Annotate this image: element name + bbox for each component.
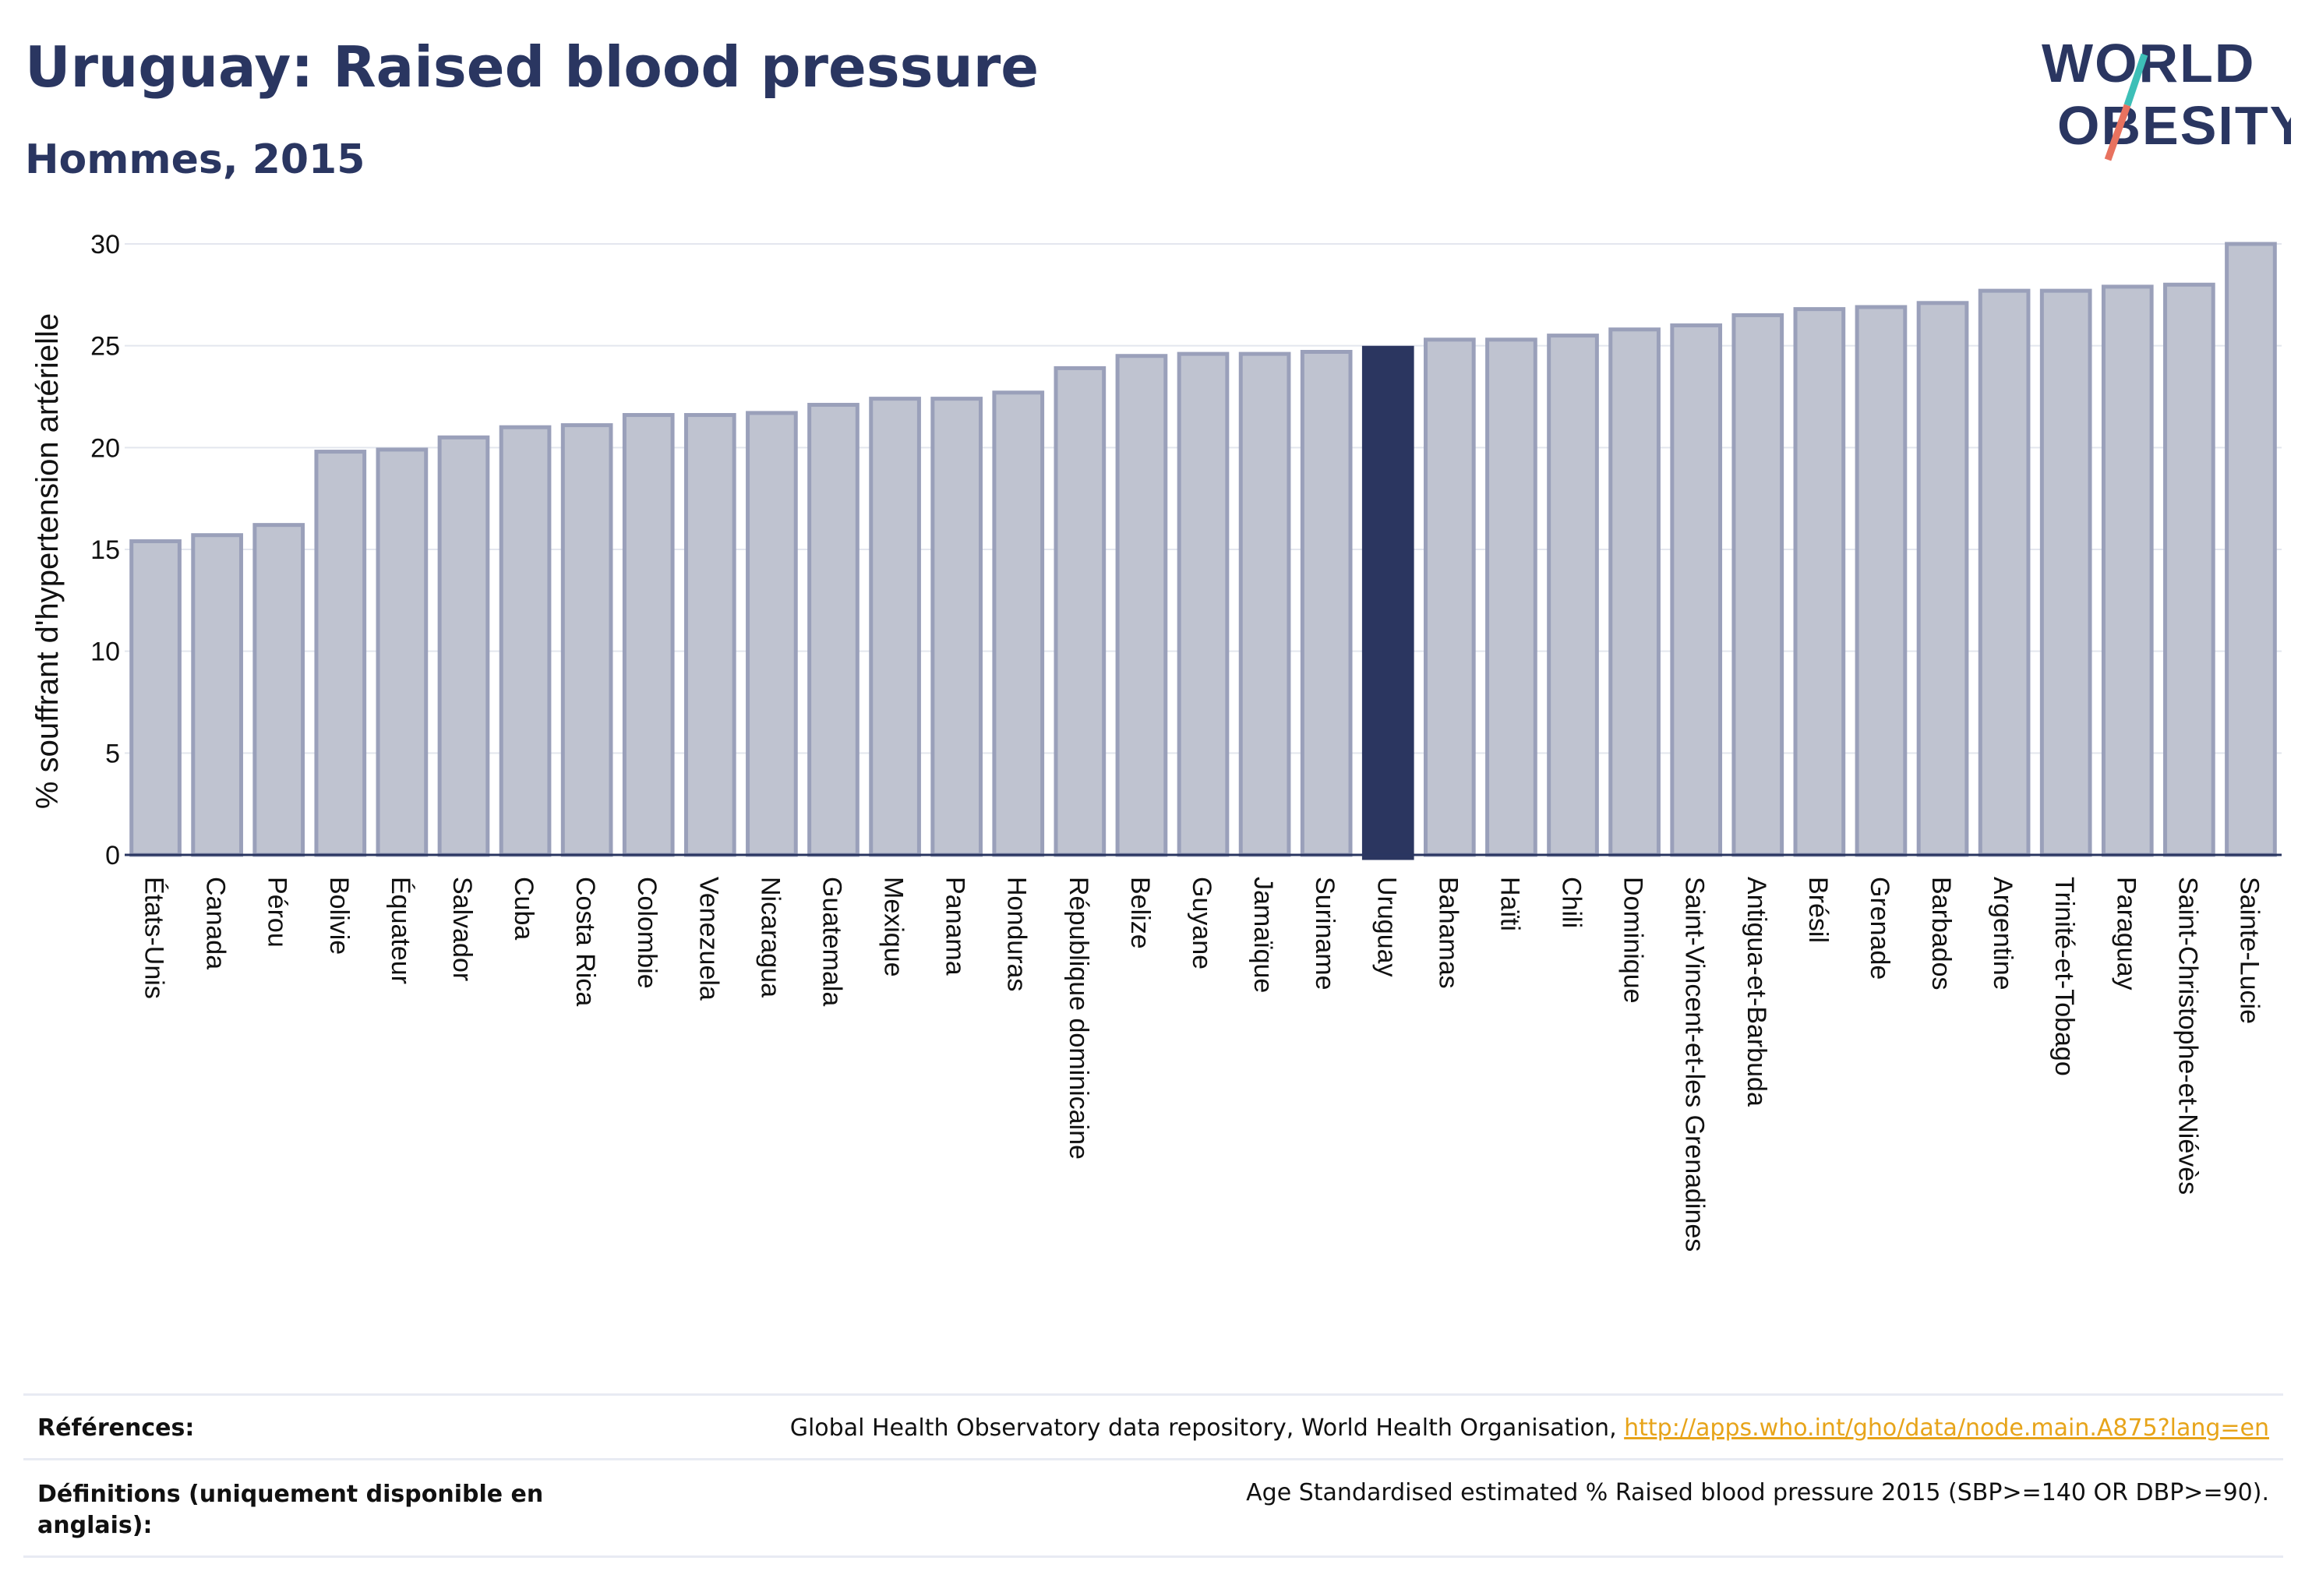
x-tick-label: Trinité-et-Tobago xyxy=(2049,877,2079,1076)
bar-Honduras xyxy=(992,390,1045,857)
y-tick-label: 20 xyxy=(90,433,120,463)
y-tick-label: 5 xyxy=(105,739,120,768)
references-link[interactable]: http://apps.who.int/gho/data/node.main.A… xyxy=(1624,1414,2269,1442)
y-tick-label: 0 xyxy=(105,841,120,870)
world-obesity-logo: WORLD OBESITY xyxy=(2042,33,2291,161)
x-tick-label: Dominique xyxy=(1618,877,1648,1004)
x-tick-label: Cuba xyxy=(509,877,538,940)
logo-line2: OBESITY xyxy=(2057,95,2291,156)
bar-Cuba xyxy=(499,425,552,857)
bar-chart: 0 5 10 15 20 25 30 États-Unis Canada Pérou Bolivi… xyxy=(30,230,2282,1252)
x-tick-label: Canada xyxy=(201,877,231,969)
x-tick-label: République dominicaine xyxy=(1064,877,1093,1160)
x-tick-label: États-Unis xyxy=(139,877,169,999)
x-tick-label: Honduras xyxy=(1002,877,1032,991)
x-tick-label: Barbados xyxy=(1926,877,1956,990)
bars xyxy=(129,242,2277,860)
bar-Belize xyxy=(1115,354,1168,857)
bar-Costa Rica xyxy=(560,423,613,857)
references-text: Global Health Observatory data repositor… xyxy=(789,1414,1625,1442)
bar-Haïti xyxy=(1485,337,1537,857)
bar-Panama xyxy=(930,397,983,857)
bar-Colombie xyxy=(622,413,675,857)
x-tick-label: Nicaragua xyxy=(755,877,785,998)
references-row: Références: Global Health Observatory da… xyxy=(23,1393,2283,1458)
x-tick-label: Jamaïque xyxy=(1248,877,1278,993)
bar-Venezuela xyxy=(683,413,736,857)
references-value: Global Health Observatory data repositor… xyxy=(790,1414,2269,1442)
x-tick-label: Argentine xyxy=(1988,877,2017,990)
x-tick-label: Guyane xyxy=(1187,877,1216,969)
y-tick-label: 10 xyxy=(90,637,120,667)
y-tick-label: 15 xyxy=(90,535,120,565)
y-axis-label: % souffrant d'hypertension artérielle xyxy=(30,313,65,809)
x-tick-label: Bahamas xyxy=(1433,877,1463,989)
x-tick-label: Bolivie xyxy=(324,877,354,955)
definitions-row: Définitions (uniquement disponible en an… xyxy=(23,1458,2283,1558)
bar-Guyane xyxy=(1177,351,1230,857)
x-tick-label: Brésil xyxy=(1803,877,1833,943)
y-tick-label: 30 xyxy=(90,230,120,260)
bar-Guatemala xyxy=(807,402,860,857)
bar-Canada xyxy=(191,533,243,857)
bar-Mexique xyxy=(869,397,921,857)
x-tick-label: Équateur xyxy=(386,877,415,984)
x-tick-label: Paraguay xyxy=(2111,877,2141,990)
x-tick-label: Guatemala xyxy=(817,877,846,1006)
definitions-label: Définitions (uniquement disponible en an… xyxy=(37,1481,544,1539)
references-table: Références: Global Health Observatory da… xyxy=(23,1393,2283,1558)
bar-Dominique xyxy=(1608,327,1661,857)
bar-Bahamas xyxy=(1423,337,1476,857)
x-tick-label: Saint-Christophe-et-Niévès xyxy=(2173,877,2202,1195)
y-tick-label: 25 xyxy=(90,332,120,362)
bar-Pérou xyxy=(252,523,305,857)
x-tick-label: Mexique xyxy=(879,877,909,977)
bar-Argentine xyxy=(1978,288,2031,857)
bar-États-Unis xyxy=(129,539,182,857)
x-tick-label: Salvador xyxy=(447,877,477,981)
chart-title: Uruguay: Raised blood pressure xyxy=(25,34,1040,100)
bar-Grenade xyxy=(1855,305,1908,857)
bar-Salvador xyxy=(437,435,490,857)
bar-Jamaïque xyxy=(1238,351,1291,857)
bar-Saint-Christophe-et-Niévès xyxy=(2163,282,2215,857)
x-tick-label: Colombie xyxy=(632,877,662,989)
bar-Chili xyxy=(1547,334,1599,857)
x-tick-label: Sainte-Lucie xyxy=(2234,877,2264,1024)
x-tick-label: Pérou xyxy=(263,877,292,948)
y-tick-labels: 0 5 10 15 20 25 30 xyxy=(90,230,120,870)
x-tick-label: Belize xyxy=(1125,877,1155,949)
bar-Antigua-et-Barbuda xyxy=(1731,312,1784,857)
bar-Paraguay xyxy=(2101,284,2154,857)
x-tick-label: Venezuela xyxy=(694,877,723,1001)
bar-Bolivie xyxy=(314,450,367,857)
x-tick-label: Saint-Vincent-et-les Grenadines xyxy=(1680,877,1710,1252)
x-tick-label: Costa Rica xyxy=(570,877,600,1006)
bar-Brésil xyxy=(1793,307,1846,857)
chart-subtitle: Hommes, 2015 xyxy=(25,136,365,183)
bar-Trinité-et-Tobago xyxy=(2039,288,2092,857)
x-tick-label: Haïti xyxy=(1495,877,1524,931)
bar-Sainte-Lucie xyxy=(2225,242,2277,857)
x-tick-label: Suriname xyxy=(1310,877,1340,990)
bar-Saint-Vincent-et-les Grenadines xyxy=(1670,323,1723,857)
bar-Nicaragua xyxy=(746,411,798,857)
bar-Suriname xyxy=(1300,350,1353,857)
bar-Uruguay xyxy=(1361,345,1414,860)
bar-Barbados xyxy=(1916,301,1969,857)
definitions-value: Age Standardised estimated % Raised bloo… xyxy=(1246,1479,2269,1506)
references-label: Références: xyxy=(37,1414,195,1442)
logo-line1: WORLD xyxy=(2042,33,2255,94)
x-tick-label: Antigua-et-Barbuda xyxy=(1742,877,1771,1107)
x-tick-label: Uruguay xyxy=(1371,877,1401,977)
bar-Équateur xyxy=(376,447,429,857)
x-tick-label: Panama xyxy=(941,877,970,976)
x-tick-label: Grenade xyxy=(1865,877,1894,980)
x-tick-labels: États-Unis Canada Pérou Bolivie Équateur Salv… xyxy=(139,877,2264,1252)
x-tick-label: Chili xyxy=(1557,877,1587,928)
bar-République dominicaine xyxy=(1054,365,1107,857)
